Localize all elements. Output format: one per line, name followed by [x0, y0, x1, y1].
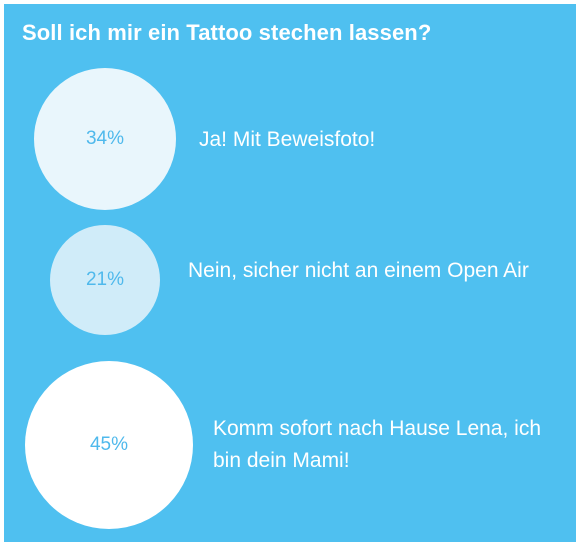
result-bubble: 21%	[50, 225, 160, 335]
percent-value: 45%	[89, 434, 129, 455]
percent-value: 34%	[85, 128, 125, 149]
result-bubble: 45%	[25, 361, 193, 529]
result-bubble: 34%	[34, 68, 176, 210]
percent-value: 21%	[85, 269, 125, 290]
option-label: Ja! Mit Beweisfoto!	[199, 128, 376, 151]
option-label: Komm sofort nach Hause Lena, ich bin dei…	[213, 417, 542, 472]
poll-widget: Soll ich mir ein Tattoo stechen lassen? …	[4, 4, 576, 542]
option-label: Nein, sicher nicht an einem Open Air	[188, 259, 529, 282]
poll-title: Soll ich mir ein Tattoo stechen lassen?	[22, 20, 432, 45]
